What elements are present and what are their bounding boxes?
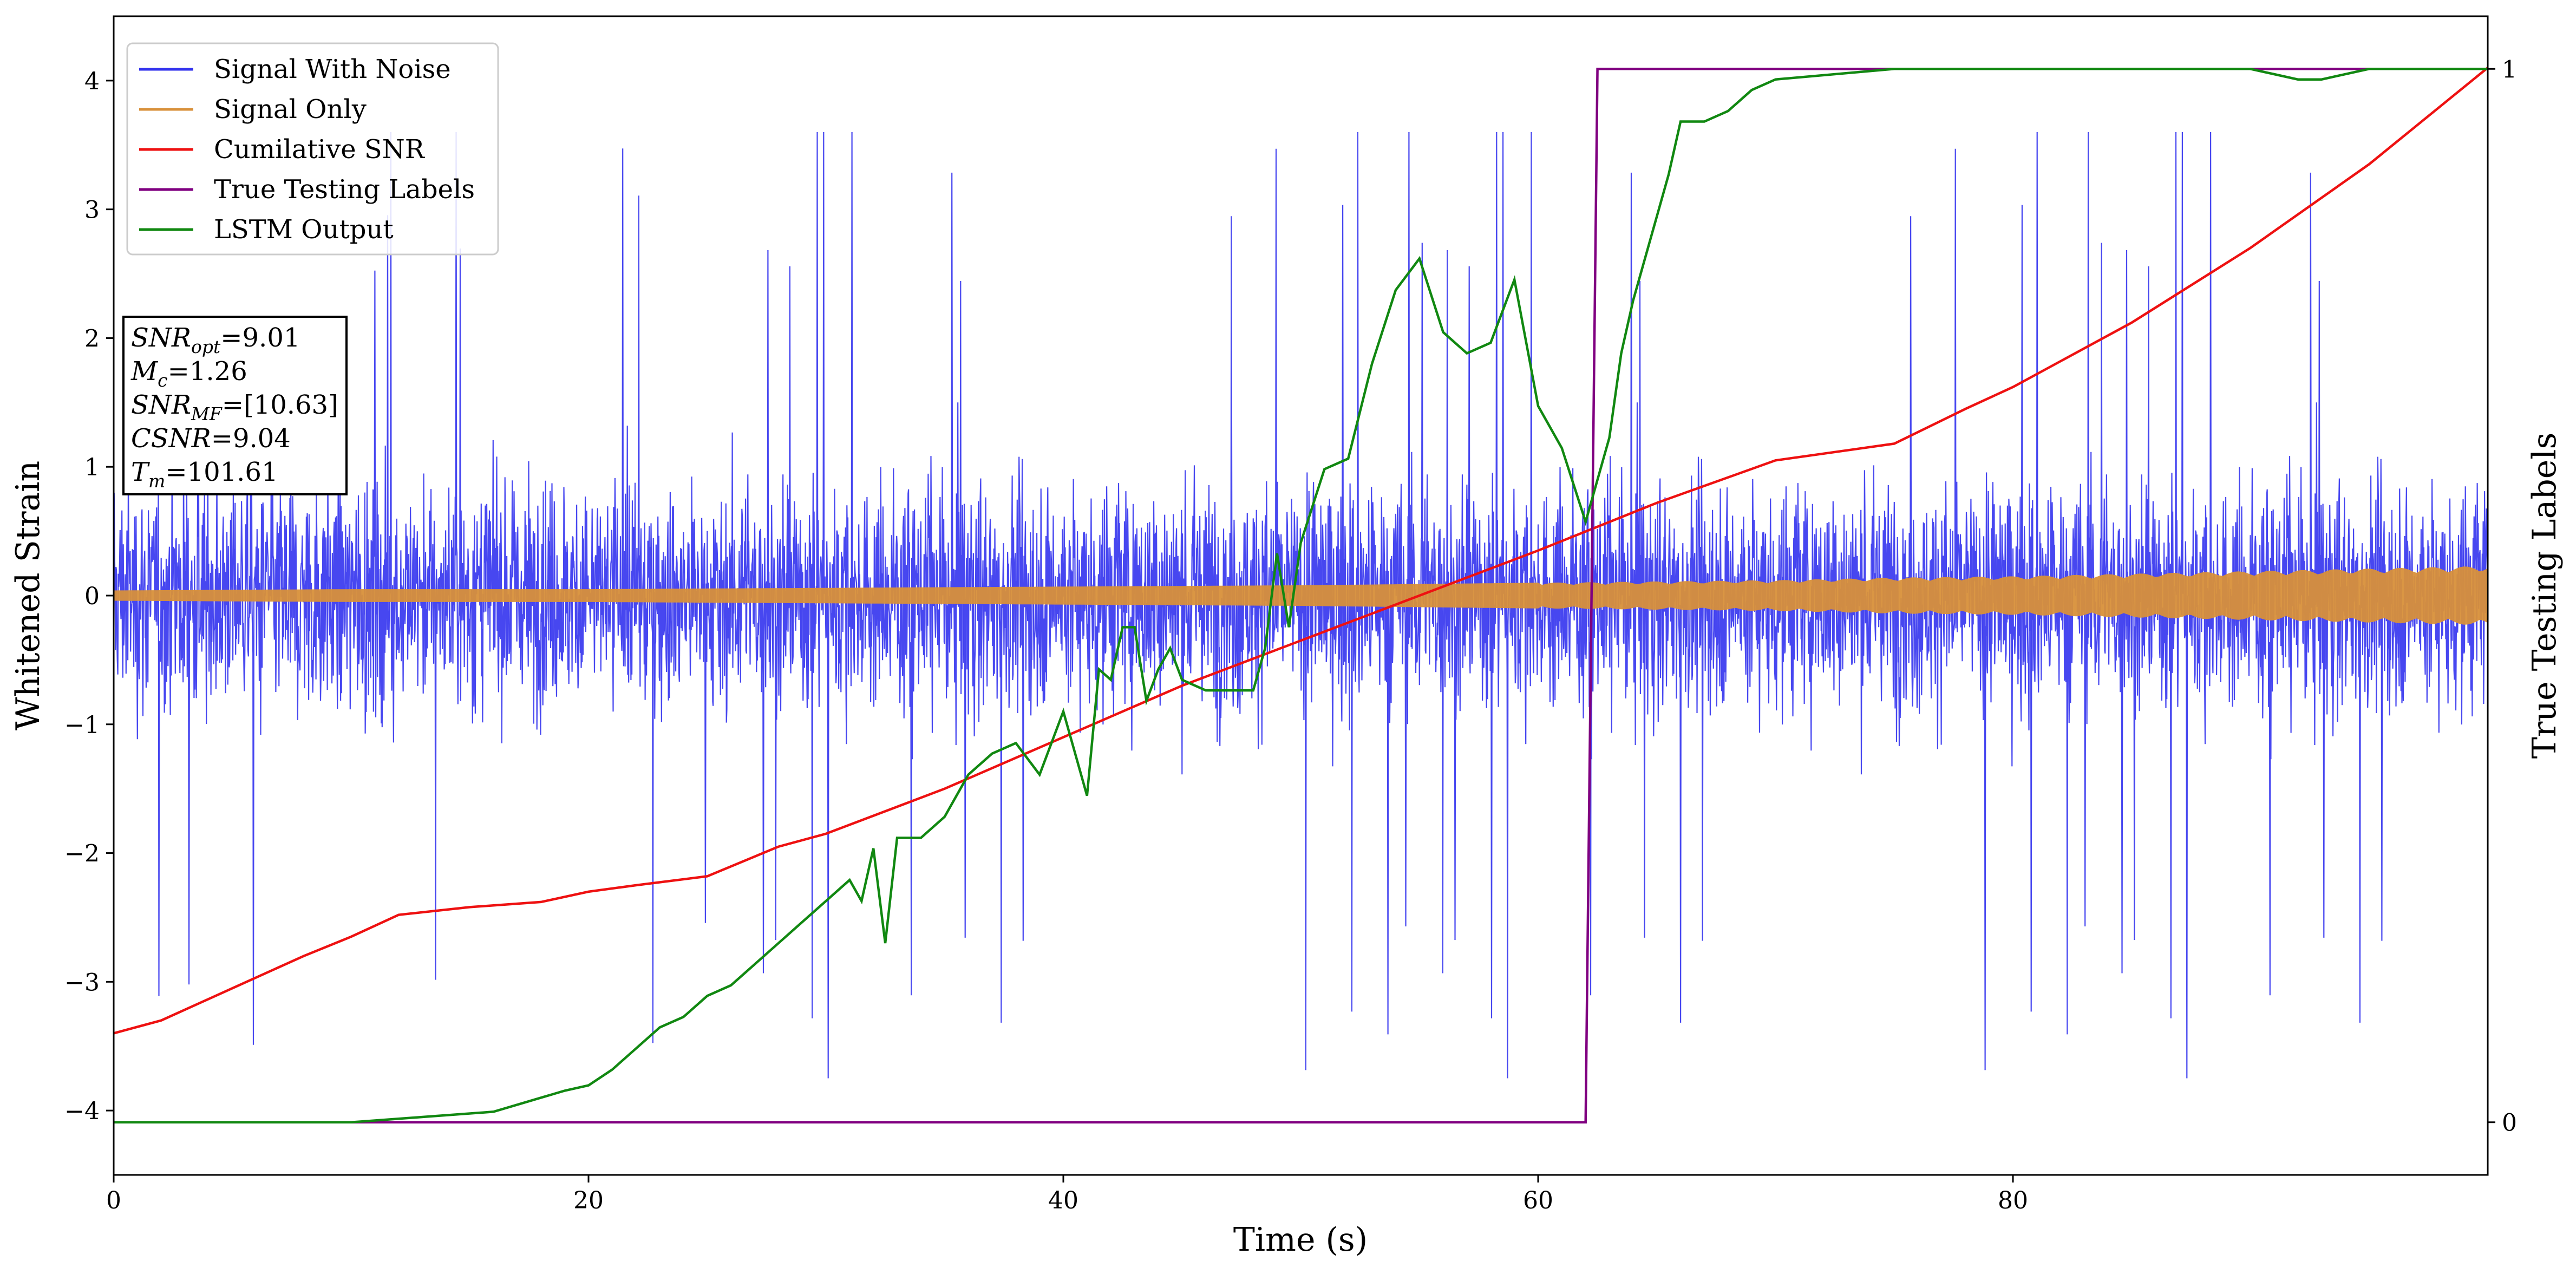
legend: Signal With Noise Signal Only Cumilative S… (126, 42, 499, 256)
y2-tick-label: 1 (2502, 56, 2517, 83)
legend-label: True Testing Labels (214, 174, 475, 205)
signal-only-band (114, 566, 2488, 625)
y-tick-label: −4 (64, 1097, 100, 1125)
y-tick-label: 0 (84, 583, 100, 610)
annotation-box: SNRopt=9.01Mc=1.26SNRMF=[10.63]CSNR=9.04… (122, 316, 348, 495)
x-tick-label: 40 (1048, 1187, 1078, 1214)
annotation-line: CSNR=9.04 (131, 423, 291, 454)
x-tick-label: 0 (106, 1187, 121, 1214)
annotation-line: SNRMF=[10.63] (131, 390, 338, 424)
signal-with-noise-line (114, 132, 2488, 1079)
y-tick-label: −1 (64, 711, 100, 739)
y-tick-label: 1 (84, 454, 100, 481)
x-tick-label: 20 (573, 1187, 604, 1214)
legend-label: Cumilative SNR (214, 134, 426, 165)
annotation-line: Tm=101.61 (131, 457, 278, 492)
annotation-frame (122, 316, 348, 495)
x-tick-label: 60 (1523, 1187, 1553, 1214)
cumulative-snr-line (114, 67, 2488, 1035)
legend-label: Signal With Noise (214, 54, 451, 84)
annotation-line: SNRopt=9.01 (131, 323, 300, 357)
y-tick-label: 2 (84, 325, 100, 352)
y-axis-title: Whitened Strain (9, 461, 47, 730)
y2-tick-label: 0 (2502, 1109, 2517, 1137)
annotation-line: Mc=1.26 (130, 356, 247, 391)
plot-area (114, 67, 2488, 1123)
x-tick-label: 80 (1998, 1187, 2028, 1214)
legend-label: LSTM Output (214, 214, 394, 245)
legend-label: Signal Only (214, 94, 367, 125)
y-tick-label: 3 (84, 197, 100, 224)
y-tick-label: −2 (64, 840, 100, 868)
y-tick-label: 4 (84, 68, 100, 95)
legend-frame (126, 42, 499, 256)
x-axis-title: Time (s) (1233, 1221, 1368, 1259)
y2-axis-title: True Testing Labels (2526, 433, 2564, 759)
y-tick-label: −3 (64, 969, 100, 996)
lstm-output-line (114, 68, 2488, 1123)
